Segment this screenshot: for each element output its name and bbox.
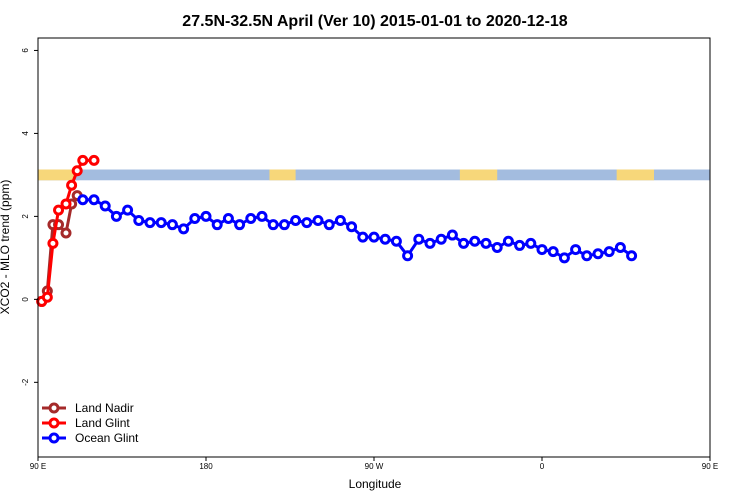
plot-area xyxy=(36,154,710,307)
data-point xyxy=(290,215,302,227)
data-point xyxy=(110,210,122,222)
data-point xyxy=(66,179,78,191)
legend-item: Land Glint xyxy=(42,416,130,430)
data-point xyxy=(592,248,604,260)
legend-label: Ocean Glint xyxy=(75,431,139,445)
data-point xyxy=(256,210,268,222)
data-point xyxy=(346,221,358,233)
data-point xyxy=(77,154,89,166)
data-point xyxy=(71,165,83,177)
legend-marker xyxy=(48,417,60,429)
x-tick-label: 90 E xyxy=(30,462,46,471)
data-point xyxy=(502,235,514,247)
data-point xyxy=(357,231,369,243)
data-point xyxy=(245,212,257,224)
series-land-glint xyxy=(36,154,100,307)
data-point xyxy=(144,217,156,229)
data-point xyxy=(178,223,190,235)
data-point xyxy=(88,154,100,166)
map-land xyxy=(616,169,654,181)
data-point xyxy=(189,212,201,224)
legend-marker xyxy=(48,432,60,444)
map-ocean xyxy=(38,169,710,181)
data-point xyxy=(570,244,582,256)
data-point xyxy=(424,237,436,249)
data-point xyxy=(626,250,638,262)
data-point xyxy=(547,246,559,258)
map-land xyxy=(269,169,296,181)
data-point xyxy=(368,231,380,243)
data-point xyxy=(413,233,425,245)
x-axis-label: Longitude xyxy=(349,477,402,491)
legend-marker xyxy=(48,402,60,414)
data-point xyxy=(278,219,290,231)
data-point xyxy=(267,219,279,231)
legend-label: Land Nadir xyxy=(75,401,134,415)
data-point xyxy=(211,219,223,231)
data-point xyxy=(47,237,59,249)
y-tick-label: 6 xyxy=(21,48,30,53)
data-point xyxy=(99,200,111,212)
data-point xyxy=(614,242,626,253)
legend-label: Land Glint xyxy=(75,416,130,430)
data-point xyxy=(301,217,313,229)
legend-item: Ocean Glint xyxy=(42,431,139,445)
data-point xyxy=(323,219,335,231)
data-point xyxy=(603,246,615,258)
y-tick-label: 0 xyxy=(21,297,30,302)
data-point xyxy=(60,198,72,210)
data-point xyxy=(53,204,65,216)
legend-item: Land Nadir xyxy=(42,401,134,415)
x-tick-label: 180 xyxy=(199,462,213,471)
data-point xyxy=(222,212,234,224)
x-tick-label: 0 xyxy=(540,462,545,471)
data-point xyxy=(41,291,53,303)
data-point xyxy=(514,239,526,251)
data-point xyxy=(166,219,178,231)
series-ocean-glint xyxy=(77,194,638,264)
map-land xyxy=(38,169,76,181)
y-axis: -2 0 2 4 6 xyxy=(21,48,38,386)
map-strip xyxy=(38,169,710,181)
data-point xyxy=(536,244,548,256)
data-point xyxy=(234,219,246,231)
data-point xyxy=(581,250,593,262)
data-point xyxy=(200,210,212,222)
y-tick-label: 2 xyxy=(21,214,30,219)
data-point xyxy=(558,252,570,264)
data-point xyxy=(379,233,391,245)
data-point xyxy=(60,227,72,239)
y-tick-label: 4 xyxy=(21,131,30,136)
data-point xyxy=(88,194,100,206)
map-land xyxy=(459,169,498,181)
data-point xyxy=(122,204,134,216)
x-tick-label: 90 W xyxy=(365,462,384,471)
data-point xyxy=(480,237,492,249)
data-point xyxy=(133,215,145,227)
data-point xyxy=(312,215,324,227)
data-point xyxy=(491,242,503,253)
data-point xyxy=(402,250,414,262)
data-point xyxy=(435,233,447,245)
x-axis: 90 E 180 90 W 0 90 E xyxy=(30,457,718,471)
chart-title: 27.5N-32.5N April (Ver 10) 2015-01-01 to… xyxy=(182,13,568,30)
x-tick-label: 90 E xyxy=(702,462,718,471)
data-point xyxy=(469,235,481,247)
y-axis-label: XCO2 - MLO trend (ppm) xyxy=(0,180,12,315)
data-point xyxy=(458,237,470,249)
data-point xyxy=(334,215,346,227)
data-point xyxy=(155,217,167,229)
y-tick-label: -2 xyxy=(21,378,30,386)
data-point xyxy=(525,237,537,249)
data-point xyxy=(77,194,89,206)
data-point xyxy=(390,235,402,247)
data-point xyxy=(446,229,458,241)
